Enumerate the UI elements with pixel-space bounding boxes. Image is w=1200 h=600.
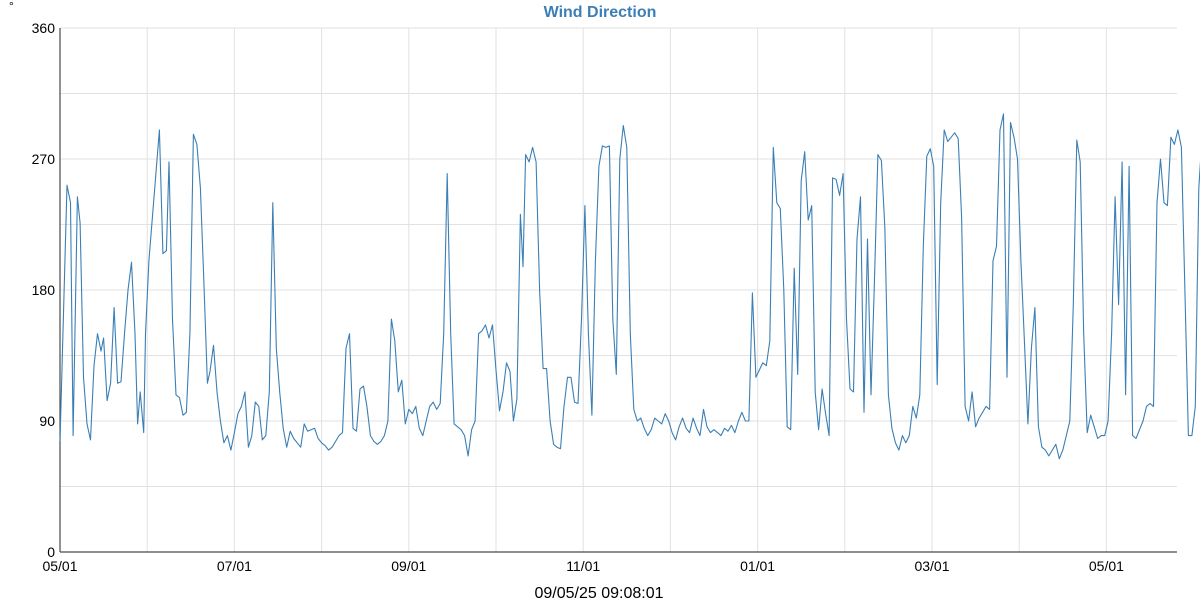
y-axis-unit-label: ° xyxy=(9,0,14,13)
y-tick-label: 360 xyxy=(32,20,56,36)
x-tick-label: 11/01 xyxy=(566,558,600,574)
series-layer xyxy=(59,113,1200,460)
chart-title: Wind Direction xyxy=(544,4,657,21)
x-tick-label: 03/01 xyxy=(914,558,949,574)
y-tick-label: 180 xyxy=(32,282,56,298)
x-tick-label: 09/01 xyxy=(391,558,426,574)
timestamp-footer: 09/05/25 09:08:01 xyxy=(534,585,663,600)
y-tick-label: 0 xyxy=(47,544,55,560)
grid-lines xyxy=(60,27,1177,552)
x-tick-label: 05/01 xyxy=(42,558,77,574)
x-tick-label: 07/01 xyxy=(217,558,252,574)
y-tick-label: 90 xyxy=(39,413,55,429)
wind-direction-series-line xyxy=(59,113,1200,460)
x-tick-label: 05/01 xyxy=(1089,558,1124,574)
y-tick-label: 270 xyxy=(32,151,56,167)
axes xyxy=(59,28,1177,553)
tick-labels: 0 90 180 270 360 05/01 07/01 09/01 11/01 01/01 03/… xyxy=(32,20,1124,574)
x-tick-label: 01/01 xyxy=(740,558,775,574)
